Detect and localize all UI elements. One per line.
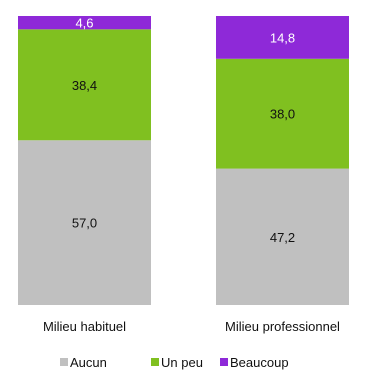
data-label: 14,8 xyxy=(270,30,295,45)
legend-label: Beaucoup xyxy=(230,355,289,370)
data-label: 4,6 xyxy=(75,16,93,31)
legend-swatch xyxy=(60,358,68,366)
data-label: 57,0 xyxy=(72,216,97,231)
bar-segment-un-peu-2 xyxy=(216,58,349,169)
bar-segment-beaucoup-2 xyxy=(216,16,349,59)
bar-segment-un-peu-1 xyxy=(18,29,151,141)
data-label: 47,2 xyxy=(270,230,295,245)
data-label: 38,0 xyxy=(270,107,295,122)
data-label: 38,4 xyxy=(72,78,97,93)
legend-label: Aucun xyxy=(70,355,107,370)
category-label: Milieu professionnel xyxy=(225,319,340,334)
legend: Aucun Un peu Beaucoup xyxy=(60,355,289,370)
bars-group: 57,0 38,4 4,6 47,2 38,0 14,8 xyxy=(18,16,349,305)
category-label: Milieu habituel xyxy=(43,319,126,334)
bar-segment-aucun-2 xyxy=(216,168,349,305)
bar-segment-beaucoup-1 xyxy=(18,16,151,30)
bar-segment-aucun-1 xyxy=(18,140,151,305)
legend-swatch xyxy=(151,358,159,366)
category-labels: Milieu habituel Milieu professionnel xyxy=(43,319,340,334)
legend-swatch xyxy=(220,358,228,366)
legend-label: Un peu xyxy=(161,355,203,370)
